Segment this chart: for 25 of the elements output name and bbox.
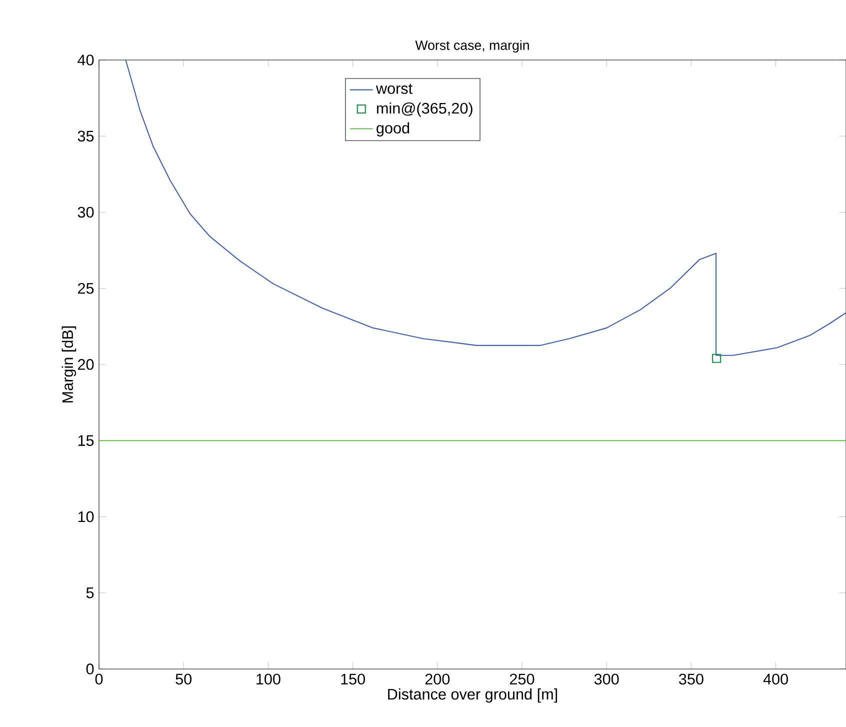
y-tick-label: 20 (78, 359, 94, 370)
y-tick-label: 35 (78, 130, 94, 142)
x-tick-label: 250 (510, 674, 534, 685)
legend-label: good (376, 122, 410, 137)
y-tick-label: 30 (78, 206, 94, 218)
line-series (125, 60, 846, 356)
x-tick-label: 50 (176, 674, 192, 685)
y-tick-label: 5 (86, 588, 94, 598)
y-tick-label: 10 (78, 511, 94, 522)
x-tick-label: 150 (341, 674, 365, 685)
y-tick-label: 0 (86, 664, 94, 674)
x-tick-label: 100 (256, 674, 280, 685)
chart-title: Worst case, margin (415, 40, 529, 53)
x-axis-title: Distance over ground [m] (388, 688, 558, 703)
y-axis-title: Margin [dB] (62, 326, 76, 402)
x-tick-label: 0 (95, 674, 103, 685)
legend-label: worst (376, 84, 412, 94)
y-tick-label: 25 (78, 282, 94, 294)
y-tick-label: 15 (78, 435, 94, 446)
y-tick-label: 40 (78, 54, 94, 66)
x-tick-label: 200 (425, 674, 450, 685)
x-tick-label: 300 (594, 674, 619, 685)
x-tick-label: 350 (678, 674, 704, 685)
legend-label: min@(365,20) (376, 102, 472, 117)
x-tick-label: 400 (763, 674, 788, 685)
